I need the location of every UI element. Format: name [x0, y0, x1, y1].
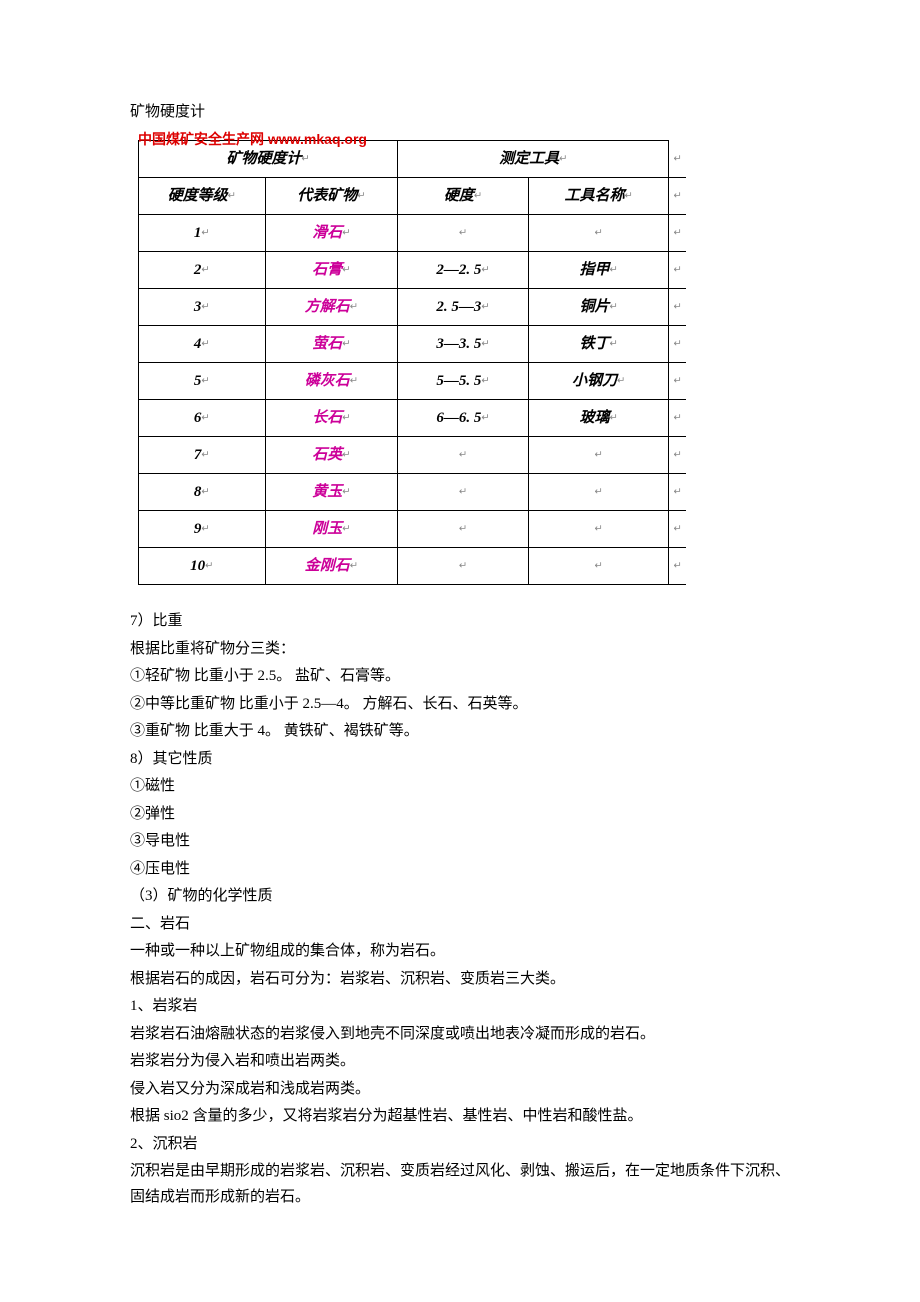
table-row: 8↵黄玉↵↵↵↵ [139, 474, 687, 511]
paragraph: ③重矿物 比重大于 4。 黄铁矿、褐铁矿等。 [130, 719, 800, 745]
cell-tool: ↵ [528, 474, 669, 511]
watermark-text: 中国煤矿安全生产网 www.mkaq.org [138, 128, 800, 150]
hardness-table: 矿物硬度计↵ 测定工具↵ ↵ 硬度等级↵ 代表矿物↵ 硬度↵ 工具名称↵ ↵ 1… [138, 140, 686, 585]
cell-tool: 铁丁↵ [528, 326, 669, 363]
col-tool: 工具名称↵ [528, 178, 669, 215]
paragraph: ②弹性 [130, 802, 800, 828]
cell-tool: ↵ [528, 215, 669, 252]
extra-margin-cell: ↵ [669, 326, 686, 363]
cell-hardness: ↵ [398, 548, 529, 585]
cell-level: 4↵ [139, 326, 266, 363]
cell-hardness: ↵ [398, 437, 529, 474]
cell-hardness: 2. 5—3↵ [398, 289, 529, 326]
extra-margin-cell: ↵ [669, 400, 686, 437]
cell-level: 3↵ [139, 289, 266, 326]
cell-level: 1↵ [139, 215, 266, 252]
cell-level: 7↵ [139, 437, 266, 474]
cell-level: 2↵ [139, 252, 266, 289]
extra-margin-cell: ↵ [669, 474, 686, 511]
cell-hardness: 3—3. 5↵ [398, 326, 529, 363]
paragraph: 7）比重 [130, 609, 800, 635]
extra-margin-cell: ↵ [669, 363, 686, 400]
paragraph: 1、岩浆岩 [130, 994, 800, 1020]
cell-tool: 指甲↵ [528, 252, 669, 289]
paragraph: 侵入岩又分为深成岩和浅成岩两类。 [130, 1077, 800, 1103]
cell-mineral: 黄玉↵ [265, 474, 398, 511]
cell-tool: ↵ [528, 437, 669, 474]
cell-mineral: 萤石↵ [265, 326, 398, 363]
cell-tool: 铜片↵ [528, 289, 669, 326]
paragraph: （3）矿物的化学性质 [130, 884, 800, 910]
cell-mineral: 长石↵ [265, 400, 398, 437]
table-row: 5↵磷灰石↵5—5. 5↵小钢刀↵↵ [139, 363, 687, 400]
cell-mineral: 石膏↵ [265, 252, 398, 289]
paragraph: ①轻矿物 比重小于 2.5。 盐矿、石膏等。 [130, 664, 800, 690]
cell-mineral: 石英↵ [265, 437, 398, 474]
cell-tool: ↵ [528, 511, 669, 548]
cell-level: 6↵ [139, 400, 266, 437]
cell-level: 5↵ [139, 363, 266, 400]
cell-tool: 玻璃↵ [528, 400, 669, 437]
extra-margin-cell: ↵ [669, 437, 686, 474]
paragraph: 8）其它性质 [130, 747, 800, 773]
table-row: 2↵石膏↵2—2. 5↵指甲↵↵ [139, 252, 687, 289]
pre-title: 矿物硬度计 [130, 100, 800, 124]
paragraph: 沉积岩是由早期形成的岩浆岩、沉积岩、变质岩经过风化、剥蚀、搬运后，在一定地质条件… [130, 1159, 800, 1210]
cell-level: 9↵ [139, 511, 266, 548]
paragraph: 岩浆岩分为侵入岩和喷出岩两类。 [130, 1049, 800, 1075]
extra-margin-cell: ↵ [669, 178, 686, 215]
cell-mineral: 滑石↵ [265, 215, 398, 252]
table-row: 9↵刚玉↵↵↵↵ [139, 511, 687, 548]
table-row: 1↵滑石↵↵↵↵ [139, 215, 687, 252]
extra-margin-cell: ↵ [669, 511, 686, 548]
paragraph: 根据岩石的成因，岩石可分为：岩浆岩、沉积岩、变质岩三大类。 [130, 967, 800, 993]
cell-hardness: 2—2. 5↵ [398, 252, 529, 289]
table-row: 6↵长石↵6—6. 5↵玻璃↵↵ [139, 400, 687, 437]
table-row: 10↵金刚石↵↵↵↵ [139, 548, 687, 585]
paragraph: 一种或一种以上矿物组成的集合体，称为岩石。 [130, 939, 800, 965]
paragraph: ①磁性 [130, 774, 800, 800]
paragraph: ③导电性 [130, 829, 800, 855]
body-text: 7）比重根据比重将矿物分三类：①轻矿物 比重小于 2.5。 盐矿、石膏等。②中等… [130, 609, 800, 1210]
paragraph: 2、沉积岩 [130, 1132, 800, 1158]
col-hardness: 硬度↵ [398, 178, 529, 215]
cell-mineral: 磷灰石↵ [265, 363, 398, 400]
extra-margin-cell: ↵ [669, 548, 686, 585]
cell-tool: ↵ [528, 548, 669, 585]
cell-mineral: 刚玉↵ [265, 511, 398, 548]
table-row: 7↵石英↵↵↵↵ [139, 437, 687, 474]
extra-margin-cell: ↵ [669, 289, 686, 326]
table-row: 3↵方解石↵2. 5—3↵铜片↵↵ [139, 289, 687, 326]
paragraph: 根据 sio2 含量的多少，又将岩浆岩分为超基性岩、基性岩、中性岩和酸性盐。 [130, 1104, 800, 1130]
header-row-2: 硬度等级↵ 代表矿物↵ 硬度↵ 工具名称↵ ↵ [139, 178, 687, 215]
cell-mineral: 方解石↵ [265, 289, 398, 326]
paragraph: 根据比重将矿物分三类： [130, 637, 800, 663]
col-hardness-level: 硬度等级↵ [139, 178, 266, 215]
cell-level: 10↵ [139, 548, 266, 585]
cell-hardness: ↵ [398, 511, 529, 548]
cell-hardness: ↵ [398, 474, 529, 511]
paragraph: ②中等比重矿物 比重小于 2.5—4。 方解石、长石、石英等。 [130, 692, 800, 718]
paragraph: 岩浆岩石油熔融状态的岩浆侵入到地壳不同深度或喷出地表冷凝而形成的岩石。 [130, 1022, 800, 1048]
cell-level: 8↵ [139, 474, 266, 511]
cell-hardness: 5—5. 5↵ [398, 363, 529, 400]
table-row: 4↵萤石↵3—3. 5↵铁丁↵↵ [139, 326, 687, 363]
cell-mineral: 金刚石↵ [265, 548, 398, 585]
paragraph: ④压电性 [130, 857, 800, 883]
cell-hardness: 6—6. 5↵ [398, 400, 529, 437]
col-mineral: 代表矿物↵ [265, 178, 398, 215]
table-body: 1↵滑石↵↵↵↵2↵石膏↵2—2. 5↵指甲↵↵3↵方解石↵2. 5—3↵铜片↵… [139, 215, 687, 585]
extra-margin-cell: ↵ [669, 215, 686, 252]
paragraph: 二、岩石 [130, 912, 800, 938]
cell-hardness: ↵ [398, 215, 529, 252]
cell-tool: 小钢刀↵ [528, 363, 669, 400]
extra-margin-cell: ↵ [669, 252, 686, 289]
